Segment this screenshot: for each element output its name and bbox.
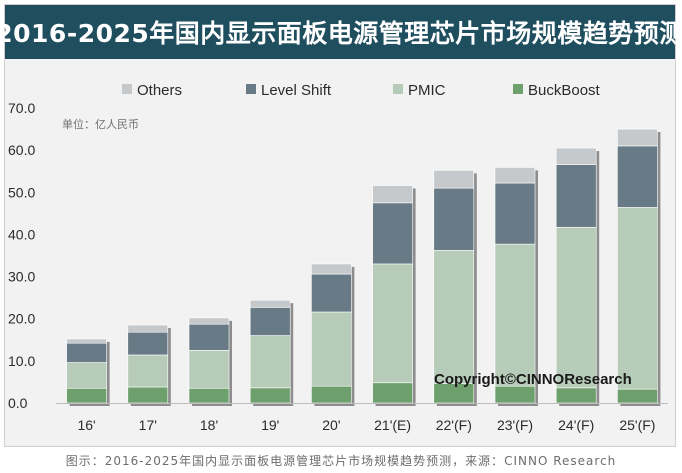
- x-axis: 16' 17' 18' 19' 20' 21'(E) 22'(F) 23'(F) 24'(F) 2…: [56, 403, 668, 433]
- y-tick-label: 20.0: [8, 311, 35, 327]
- bar-segment-level-shift: [249, 307, 291, 336]
- x-tick-label: 24'(F): [558, 417, 594, 433]
- bar-segment-pmic: [433, 250, 475, 384]
- bars: [66, 128, 661, 407]
- bar-segment-level-shift: [555, 164, 597, 228]
- y-tick-label: 10.0: [8, 353, 35, 369]
- bar-segment-others: [494, 167, 536, 184]
- x-tick-label: 23'(F): [497, 417, 533, 433]
- x-tick-label: 25'(F): [619, 417, 655, 433]
- bar-segment-others: [433, 170, 475, 189]
- bar-segment-buckboost: [311, 385, 352, 404]
- x-tick-label: 17': [139, 417, 157, 433]
- legend-label: BuckBoost: [528, 82, 601, 99]
- y-axis: 0.0 10.0 20.0 30.0 40.0 50.0 60.0 70.0: [8, 100, 35, 411]
- unit-label: 单位：亿人民币: [62, 117, 139, 131]
- bar-segment-level-shift: [66, 342, 107, 363]
- legend-label: Others: [137, 82, 182, 99]
- bar-segment-pmic: [617, 207, 658, 390]
- title-bar: 2016-2025年国内显示面板电源管理芯片市场规模趋势预测: [0, 5, 682, 59]
- y-tick-label: 70.0: [8, 100, 35, 116]
- x-tick-label: 22'(F): [436, 417, 472, 433]
- legend-swatch: [246, 84, 256, 94]
- bar-segment-others: [311, 263, 352, 275]
- y-tick-label: 30.0: [8, 269, 35, 285]
- bar-segment-others: [617, 128, 658, 147]
- y-tick-label: 50.0: [8, 184, 35, 200]
- legend-label: Level Shift: [261, 82, 332, 99]
- bar-segment-others: [372, 185, 413, 204]
- bar-segment-buckboost: [249, 387, 291, 404]
- legend-swatch: [393, 84, 403, 94]
- bar-segment-level-shift: [617, 145, 658, 208]
- chart-title: 2016-2025年国内显示面板电源管理芯片市场规模趋势预测: [0, 19, 682, 48]
- bar-segment-level-shift: [311, 273, 352, 313]
- legend-swatch: [122, 84, 132, 94]
- bar-segment-others: [66, 338, 107, 344]
- bar-segment-pmic: [127, 354, 169, 388]
- bar-segment-buckboost: [127, 386, 169, 404]
- bar-segment-level-shift: [127, 331, 169, 356]
- bar-segment-buckboost: [555, 387, 597, 404]
- x-tick-label: 19': [261, 417, 279, 433]
- bar-segment-others: [188, 317, 230, 325]
- x-tick-label: 21'(E): [374, 417, 411, 433]
- bar-segment-pmic: [372, 263, 413, 384]
- bar-segment-level-shift: [372, 202, 413, 265]
- copyright-label: Copyright©CINNOResearch: [434, 371, 632, 388]
- bar-segment-buckboost: [188, 387, 230, 404]
- x-tick-label: 16': [77, 417, 95, 433]
- bar-segment-buckboost: [617, 388, 658, 404]
- bar-segment-pmic: [494, 243, 536, 387]
- x-tick-label: 20': [322, 417, 340, 433]
- bar-segment-buckboost: [66, 387, 107, 404]
- bar-segment-level-shift: [494, 182, 536, 245]
- bar-segment-buckboost: [372, 382, 413, 404]
- bar-segment-buckboost: [494, 385, 536, 404]
- figure-caption: 图示：2016-2025年国内显示面板电源管理芯片市场规模趋势预测，来源：CIN…: [65, 454, 617, 468]
- legend-label: PMIC: [408, 82, 446, 99]
- bar-segment-pmic: [249, 335, 291, 389]
- bar-segment-others: [127, 324, 169, 333]
- bar-segment-others: [555, 147, 597, 165]
- bar-segment-pmic: [66, 362, 107, 389]
- legend: Others Level Shift PMIC BuckBoost: [122, 82, 601, 99]
- y-tick-label: 60.0: [8, 142, 35, 158]
- y-tick-label: 40.0: [8, 226, 35, 242]
- x-tick-label: 18': [200, 417, 218, 433]
- bar-segment-others: [249, 299, 291, 308]
- bar-segment-level-shift: [188, 323, 230, 351]
- y-tick-label: 0.0: [8, 395, 28, 411]
- legend-swatch: [513, 84, 523, 94]
- bar-segment-pmic: [188, 350, 230, 389]
- bar-segment-pmic: [555, 226, 597, 389]
- bar-segment-pmic: [311, 311, 352, 387]
- bar-segment-level-shift: [433, 187, 475, 251]
